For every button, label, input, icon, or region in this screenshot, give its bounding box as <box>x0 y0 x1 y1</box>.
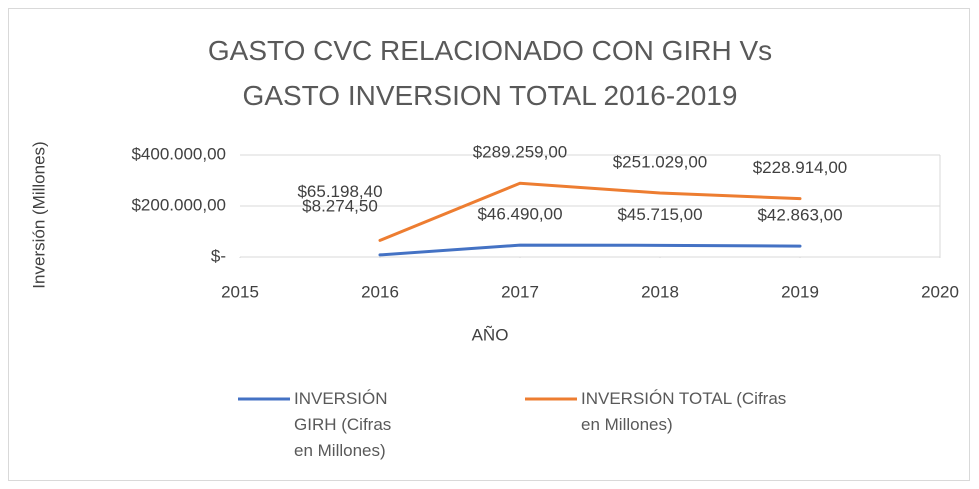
data-label: $45.715,00 <box>617 205 702 224</box>
y-tick-label: $400.000,00 <box>131 144 226 163</box>
chart-title: GASTO CVC RELACIONADO CON GIRH Vs GASTO … <box>207 35 773 111</box>
y-tick-label: $200.000,00 <box>131 195 226 214</box>
legend-label: INVERSIÓN GIRH (Cifras en Millones) <box>294 389 392 460</box>
x-tick-label: 2016 <box>361 282 399 301</box>
data-label: $42.863,00 <box>757 206 842 225</box>
legend-label: INVERSIÓN TOTAL (Cifras en Millones) <box>581 389 787 434</box>
data-label: $8.274,50 <box>302 196 378 215</box>
data-label: $65.198,40 <box>297 182 382 201</box>
data-label: $46.490,00 <box>477 205 562 224</box>
chart-border <box>8 8 970 481</box>
x-tick-label: 2017 <box>501 282 539 301</box>
x-tick-label: 2018 <box>641 282 679 301</box>
x-tick-label: 2015 <box>221 282 259 301</box>
data-label: $228.914,00 <box>753 158 848 177</box>
data-label: $251.029,00 <box>613 152 708 171</box>
x-axis-label: AÑO <box>472 325 509 344</box>
x-tick-label: 2020 <box>921 282 959 301</box>
y-axis-label: Inversión (Millones) <box>29 141 48 288</box>
series-line <box>378 181 802 242</box>
series-line <box>378 243 802 257</box>
data-label: $289.259,00 <box>473 143 568 162</box>
x-tick-label: 2019 <box>781 282 819 301</box>
y-tick-label: $- <box>211 246 226 265</box>
